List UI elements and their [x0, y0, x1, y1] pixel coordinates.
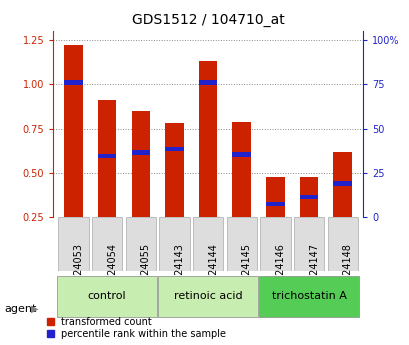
Text: GSM24147: GSM24147: [308, 243, 318, 296]
FancyBboxPatch shape: [260, 217, 290, 271]
Bar: [232, 152, 250, 157]
Text: GSM24055: GSM24055: [140, 243, 151, 296]
Bar: [265, 202, 284, 206]
Text: GSM24148: GSM24148: [342, 243, 352, 296]
FancyBboxPatch shape: [159, 217, 189, 271]
FancyBboxPatch shape: [258, 276, 358, 317]
Text: GSM24145: GSM24145: [241, 243, 251, 296]
FancyBboxPatch shape: [125, 217, 155, 271]
Bar: [198, 61, 217, 217]
Text: GSM24054: GSM24054: [107, 243, 117, 296]
FancyBboxPatch shape: [327, 217, 357, 271]
Text: GSM24146: GSM24146: [275, 243, 285, 296]
Legend: transformed count, percentile rank within the sample: transformed count, percentile rank withi…: [46, 316, 227, 340]
FancyBboxPatch shape: [92, 217, 122, 271]
Bar: [131, 150, 150, 155]
Text: GSM24143: GSM24143: [174, 243, 184, 296]
Text: ▶: ▶: [31, 304, 38, 314]
FancyBboxPatch shape: [293, 217, 324, 271]
FancyBboxPatch shape: [57, 276, 157, 317]
Bar: [232, 121, 250, 217]
Bar: [98, 154, 116, 158]
FancyBboxPatch shape: [226, 217, 256, 271]
FancyBboxPatch shape: [193, 217, 222, 271]
Text: agent: agent: [4, 304, 36, 314]
Bar: [98, 100, 116, 217]
Bar: [299, 195, 317, 199]
FancyBboxPatch shape: [58, 217, 88, 271]
Bar: [131, 111, 150, 217]
Bar: [299, 177, 317, 217]
Bar: [265, 177, 284, 217]
Text: retinoic acid: retinoic acid: [173, 291, 242, 301]
Bar: [333, 152, 351, 217]
Bar: [64, 80, 83, 85]
Bar: [165, 123, 183, 217]
Bar: [333, 181, 351, 186]
Text: trichostatin A: trichostatin A: [271, 291, 346, 301]
Bar: [64, 45, 83, 217]
FancyBboxPatch shape: [158, 276, 257, 317]
Title: GDS1512 / 104710_at: GDS1512 / 104710_at: [131, 13, 284, 27]
Bar: [165, 147, 183, 151]
Text: GSM24053: GSM24053: [73, 243, 83, 296]
Text: control: control: [88, 291, 126, 301]
Text: GSM24144: GSM24144: [208, 243, 218, 296]
Bar: [198, 80, 217, 85]
